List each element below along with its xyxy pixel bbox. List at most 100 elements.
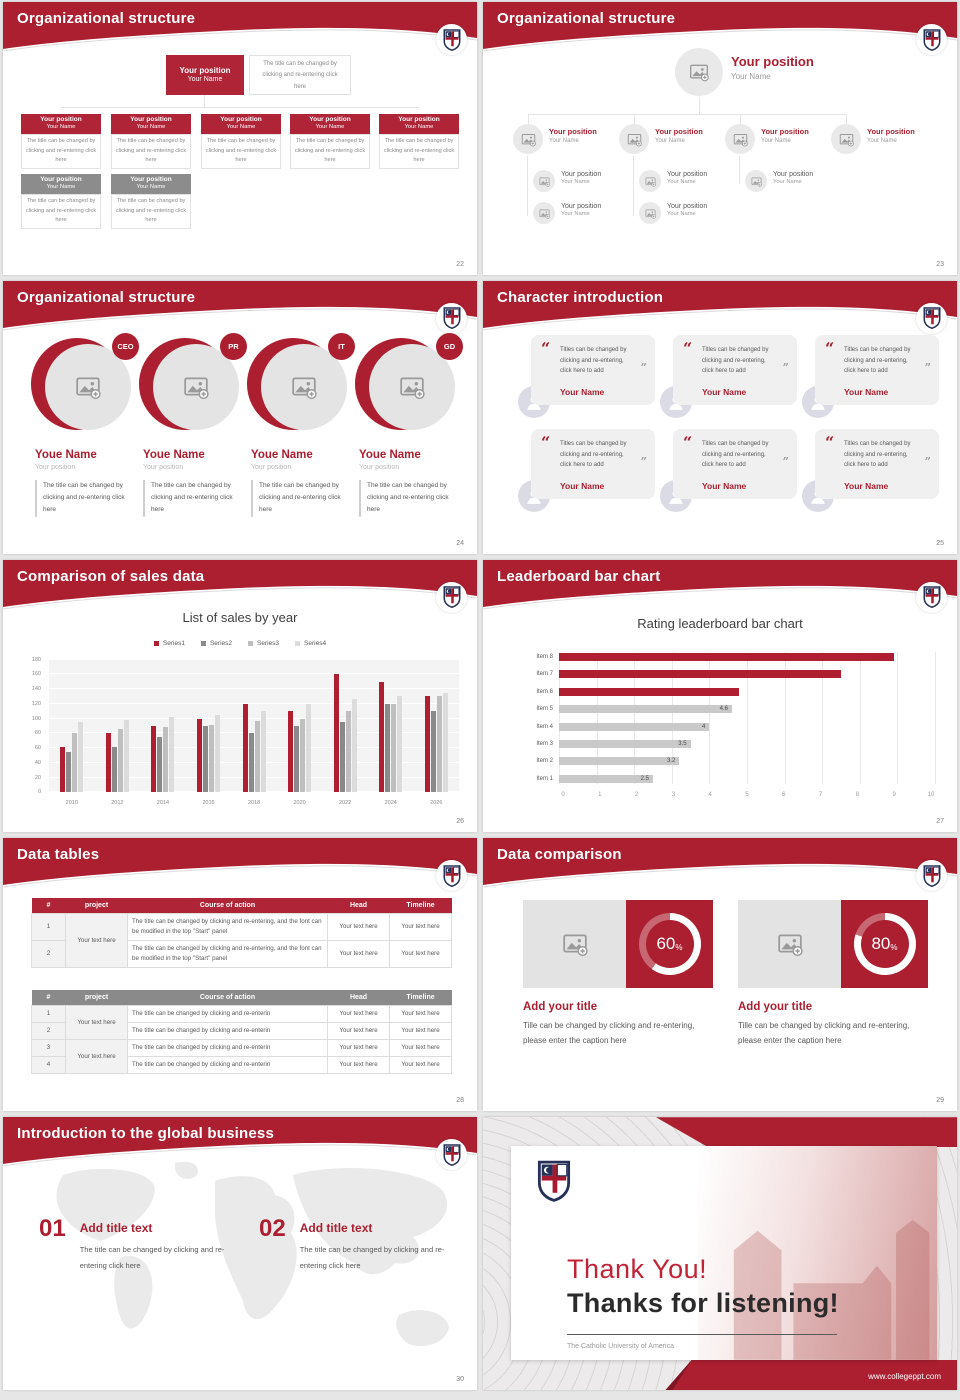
slide-title: Character introduction <box>497 288 664 306</box>
member-position: Your position <box>359 463 400 471</box>
page-number: 22 <box>456 260 464 268</box>
avatar-placeholder <box>675 48 723 96</box>
bar-item-3: 3.5 <box>559 740 691 749</box>
node-name: Your Name <box>46 124 76 131</box>
item-number: 02 <box>259 1215 286 1243</box>
org-node: Your position Your Name The title can be … <box>201 114 281 169</box>
bar-group <box>277 660 323 793</box>
x-tick-label: 7 <box>818 792 823 799</box>
item-desc: The title can be changed by clicking and… <box>299 1245 445 1270</box>
role-badge: PR <box>220 332 247 360</box>
cell: Your text here <box>327 1022 390 1041</box>
bar-series1-2024 <box>379 681 385 793</box>
percent-unit: % <box>675 942 683 952</box>
slide-27-leaderboard-bar-chart[interactable]: Leaderboard bar chart Rating leaderboard… <box>483 559 957 833</box>
y-tick-label: 100 <box>31 715 41 722</box>
bar-row: Item 8 <box>513 652 935 663</box>
slide-title: Organizational structure <box>497 10 676 27</box>
quote-open-icon: “ <box>541 432 551 452</box>
legend-item: Series3 <box>248 640 279 647</box>
table-row: 1 Your text here The title can be change… <box>31 913 452 969</box>
member-name: Youe Name <box>251 448 313 461</box>
sub-name: Your Name <box>773 179 802 185</box>
slide-29-data-comparison[interactable]: Data comparison 60% Add your title Tille… <box>483 838 957 1112</box>
member-card: IT Youe Name Your position The title can… <box>247 332 355 517</box>
x-tick-label: 1 <box>598 792 602 799</box>
lead-xaxis: 0 1 2 3 4 5 6 7 8 9 10 <box>559 792 935 798</box>
avatar-placeholder <box>45 343 131 430</box>
org-node: Your position Your Name The title can be … <box>290 114 370 169</box>
branch-name: Your Name <box>867 138 897 144</box>
thank-you-card: Thank You! Thanks for listening! The Cat… <box>511 1146 937 1360</box>
chart-title: Rating leaderboard bar chart <box>637 615 803 631</box>
sales-plot <box>49 658 459 793</box>
slide-31-thank-you[interactable]: www.collegeppt.com Thank You! Thanks for… <box>483 1117 957 1390</box>
slide-title: Leaderboard bar chart <box>497 567 661 585</box>
x-tick-label: 2012 <box>111 800 124 807</box>
bar-series2-2026 <box>430 711 436 793</box>
member-desc: The title can be changed by clicking and… <box>359 479 461 517</box>
member-name: Youe Name <box>35 448 97 461</box>
panel-title: Add your title <box>738 1001 813 1014</box>
slide-23-organizational-structure[interactable]: Organizational structure Your position Y… <box>483 2 957 275</box>
bar-series2-2020 <box>294 726 300 793</box>
node-name: Your Name <box>315 124 345 131</box>
node-desc: The title can be changed by clicking and… <box>201 134 281 169</box>
member-card: GD Youe Name Your position The title can… <box>355 332 463 517</box>
panel-caption: Tille can be changed by clicking and re-… <box>523 1021 695 1045</box>
x-tick-label: 2016 <box>202 800 215 807</box>
slide-24-organizational-structure[interactable]: Organizational structure CEO Youe Name Y… <box>3 280 477 554</box>
bar-series1-2012 <box>105 733 111 793</box>
category-label: Item 1 <box>536 775 553 782</box>
slide-26-comparison-of-sales-data[interactable]: Comparison of sales data List of sales b… <box>3 559 477 833</box>
slide-28-data-tables[interactable]: Data tables # project Course of action H… <box>3 838 477 1112</box>
category-label: Item 8 <box>536 654 553 661</box>
university-logo-icon <box>436 302 467 334</box>
data-table-red: # project Course of action Head Timeline… <box>31 898 452 969</box>
connector-line <box>699 97 700 114</box>
data-table-gray: # project Course of action Head Timeline… <box>31 990 452 1075</box>
slide-title: Data comparison <box>497 846 622 864</box>
campus-building-image <box>698 1146 937 1360</box>
slide-30-introduction-global-business[interactable]: Introduction to the global business 01 A… <box>3 1117 477 1390</box>
header-wave <box>3 559 477 610</box>
slide-25-character-introduction[interactable]: Character introduction “ Titles can be c… <box>483 280 957 554</box>
member-position: Your position <box>35 463 76 471</box>
person-name: Your Name <box>702 386 747 397</box>
member-card: PR Youe Name Your position The title can… <box>139 332 247 517</box>
connector-line <box>528 114 529 124</box>
x-tick-label: 4 <box>708 792 712 799</box>
org-node: Your position Your Name The title can be … <box>21 114 101 169</box>
cell: Your text here <box>65 1039 128 1075</box>
cell: Your text here <box>327 1039 390 1058</box>
value-label: 4 <box>702 723 706 730</box>
university-logo-icon <box>916 24 947 55</box>
org-root-node: Your position Your Name <box>166 55 244 95</box>
bar-series2-2012 <box>111 746 117 793</box>
connector-line <box>61 107 419 108</box>
slide-22-organizational-structure[interactable]: Organizational structure Your position Y… <box>3 2 477 275</box>
bar-row: Item 5 4.6 <box>513 704 935 715</box>
node-desc: The title can be changed by clicking and… <box>21 194 101 229</box>
bar-item-4: 4 <box>559 722 710 731</box>
bar-row: Item 7 <box>513 669 935 680</box>
bar-series4-2022 <box>351 699 357 793</box>
sales-groups <box>49 660 459 793</box>
role-badge: GD <box>436 332 463 360</box>
quote-open-icon: “ <box>683 432 693 452</box>
cell: Your text here <box>389 1056 452 1075</box>
y-tick-label: 20 <box>34 774 41 781</box>
x-tick-label: 0 <box>561 792 565 799</box>
table-header-row: # project Course of action Head Timeline <box>31 990 452 1006</box>
cell: Your text here <box>389 1005 452 1024</box>
card-background <box>673 428 797 499</box>
quote-card: “ Titles can be changed by clicking and … <box>518 334 655 418</box>
y-tick-label: 180 <box>31 656 41 663</box>
table-row: 4 The title can be changed by clicking a… <box>31 1056 452 1075</box>
org-subnode: Your position Your Name <box>533 170 617 196</box>
panel-caption: Tille can be changed by clicking and re-… <box>738 1021 910 1045</box>
node-desc: The title can be changed by clicking and… <box>290 134 370 169</box>
page-number: 29 <box>936 1097 944 1105</box>
y-tick-label: 80 <box>34 730 41 737</box>
university-logo-icon <box>916 302 947 334</box>
